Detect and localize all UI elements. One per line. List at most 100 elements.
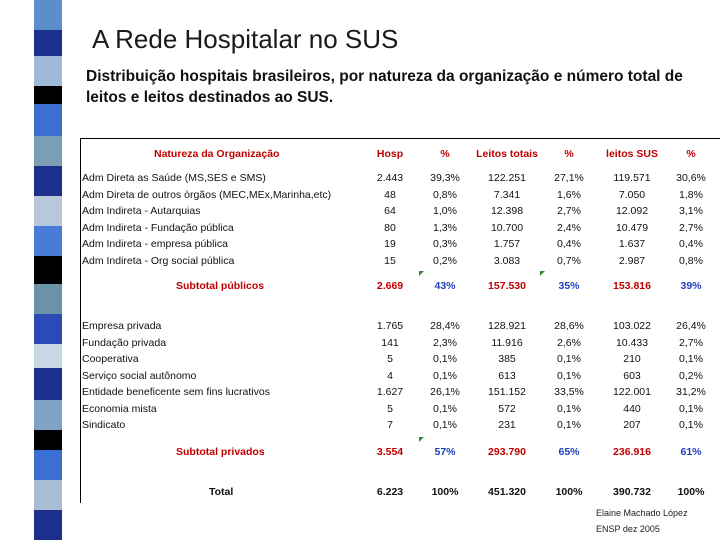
cell-hosp-pct: 2,3%: [433, 336, 457, 349]
cell-leitos-pct: 0,1%: [557, 353, 581, 365]
cell-hosp: 5: [387, 402, 393, 415]
cell-leitos-pct: 0,4%: [557, 238, 581, 250]
subtotal-private-hosp-pct: 57%: [434, 446, 456, 458]
table-row: Serviço social autônomo 4 0,1% 613 0,1% 603 0,…: [82, 370, 720, 386]
cell-sus: 122.001: [613, 386, 651, 398]
cell-hosp: 7: [387, 419, 393, 431]
footer-source: ENSP dez 2005: [596, 524, 660, 534]
cell-hosp: 15: [384, 254, 396, 267]
cell-sus-pct: 0,8%: [679, 254, 703, 267]
cell-leitos-pct: 0,1%: [557, 419, 581, 431]
cell-hosp: 141: [381, 336, 399, 349]
total-hosp-pct: 100%: [431, 486, 459, 498]
cell-sus-pct: 0,1%: [679, 402, 703, 415]
cell-sus-pct: 2,7%: [679, 336, 703, 349]
cell-leitos: 11.916: [491, 336, 523, 349]
subtotal-private-row: Subtotal privados 3.554 57% 293.790 65% …: [82, 446, 720, 462]
subtotal-public-leitos: 157.530: [488, 280, 526, 292]
total-leitos: 451.320: [488, 486, 526, 498]
table-row: Adm Indireta - Fundação pública 80 1,3% 10.…: [82, 222, 720, 238]
cell-leitos: 1.757: [493, 238, 521, 250]
cell-leitos: 613: [498, 369, 516, 382]
header-hosp-pct: %: [440, 148, 450, 160]
total-sus: 390.732: [613, 486, 651, 498]
cell-label: Entidade beneficente sem fins lucrativos: [82, 386, 270, 398]
total-leitos-pct: 100%: [555, 486, 583, 498]
cell-leitos-pct: 2,4%: [557, 221, 581, 234]
header-leitos-totais: Leitos totais: [476, 148, 538, 160]
subtotal-private-sus-pct: 61%: [680, 446, 702, 458]
cell-leitos: 10.700: [490, 221, 524, 234]
subtotal-public-hosp: 2.669: [376, 280, 404, 292]
cell-hosp-pct: 1,0%: [433, 205, 457, 217]
cell-sus-pct: 3,1%: [679, 205, 703, 217]
cell-hosp-pct: 0,1%: [433, 419, 457, 431]
subtotal-public-hosp-pct: 43%: [434, 280, 456, 292]
cell-hosp-pct: 0,1%: [433, 402, 457, 415]
slide-subtitle: Distribuição hospitais brasileiros, por …: [86, 68, 683, 106]
subtotal-private-hosp: 3.554: [376, 446, 404, 458]
subtotal-private-leitos-pct: 65%: [558, 446, 580, 458]
cell-leitos: 12.398: [490, 205, 524, 217]
cell-hosp: 5: [387, 353, 393, 365]
cell-label: Fundação privada: [82, 336, 167, 349]
cell-hosp-pct: 28,4%: [430, 320, 460, 332]
cell-hosp-pct: 0,3%: [433, 238, 457, 250]
cell-hosp: 1.765: [376, 320, 404, 332]
slide-title: A Rede Hospitalar no SUS: [92, 24, 399, 54]
header-hosp: Hosp: [376, 148, 404, 160]
table-left-rule: [80, 138, 81, 503]
cell-sus-pct: 26,4%: [676, 320, 706, 332]
subtotal-public-row: Subtotal públicos 2.669 43% 157.530 35% …: [82, 280, 720, 296]
cell-label: Adm Indireta - Org social pública: [82, 254, 235, 267]
cell-sus: 103.022: [613, 320, 651, 332]
header-leitos-pct: %: [564, 148, 574, 160]
cell-leitos: 385: [498, 353, 516, 365]
cell-leitos-pct: 2,7%: [557, 205, 581, 217]
cell-hosp: 4: [387, 369, 393, 382]
decorative-side-stripe: [0, 0, 64, 540]
cell-label: Serviço social autônomo: [82, 369, 197, 382]
total-row: Total 6.223 100% 451.320 100% 390.732 10…: [82, 486, 720, 502]
table-row: Sindicato 7 0,1% 231 0,1% 207 0,1%: [82, 419, 720, 435]
subtotal-public-leitos-pct: 35%: [558, 280, 580, 292]
cell-leitos: 128.921: [488, 320, 526, 332]
table-row: Adm Indireta - Org social pública 15 0,2% 3…: [82, 255, 720, 271]
table-row: Adm Direta as Saúde (MS,SES e SMS) 2.443 3…: [82, 172, 720, 188]
table-row: Adm Indireta - Autarquias 64 1,0% 12.398 2,7…: [82, 205, 720, 221]
cell-hosp-pct: 0,2%: [433, 254, 457, 267]
cell-leitos: 3.083: [493, 254, 521, 267]
cell-sus: 210: [623, 353, 641, 365]
subtotal-private-label: Subtotal privados: [176, 446, 265, 458]
cell-sus-pct: 0,1%: [679, 353, 703, 365]
cell-hosp: 19: [384, 238, 396, 250]
cell-sus-pct: 1,8%: [679, 188, 703, 201]
cell-leitos: 231: [498, 419, 516, 431]
table-row: Fundação privada 141 2,3% 11.916 2,6% 10.433 2…: [82, 337, 720, 353]
cell-sus: 207: [623, 419, 641, 431]
table-row: Economia mista 5 0,1% 572 0,1% 440 0,1%: [82, 403, 720, 419]
table-row: Cooperativa 5 0,1% 385 0,1% 210 0,1%: [82, 353, 720, 369]
cell-hosp-pct: 26,1%: [430, 386, 460, 398]
cell-sus: 440: [623, 402, 641, 415]
cell-label: Cooperativa: [82, 353, 139, 365]
cell-leitos: 122.251: [488, 172, 526, 184]
cell-leitos: 7.341: [493, 188, 521, 201]
cell-label: Adm Indireta - empresa pública: [82, 238, 228, 250]
cell-leitos-pct: 28,6%: [554, 320, 584, 332]
cell-hosp-pct: 0,1%: [433, 353, 457, 365]
cell-sus-pct: 0,2%: [679, 369, 703, 382]
cell-sus-pct: 2,7%: [679, 221, 703, 234]
cell-sus: 10.479: [615, 221, 649, 234]
cell-leitos: 572: [498, 402, 516, 415]
header-sus-pct: %: [686, 148, 696, 160]
cell-sus: 10.433: [615, 336, 649, 349]
cell-label: Adm Indireta - Autarquias: [82, 205, 201, 217]
cell-leitos-pct: 0,1%: [557, 402, 581, 415]
cell-sus: 603: [623, 369, 641, 382]
total-sus-pct: 100%: [677, 486, 705, 498]
cell-marker: [419, 437, 424, 442]
cell-leitos: 151.152: [488, 386, 526, 398]
cell-leitos-pct: 1,6%: [557, 188, 581, 201]
cell-label: Adm Indireta - Fundação pública: [82, 221, 234, 234]
